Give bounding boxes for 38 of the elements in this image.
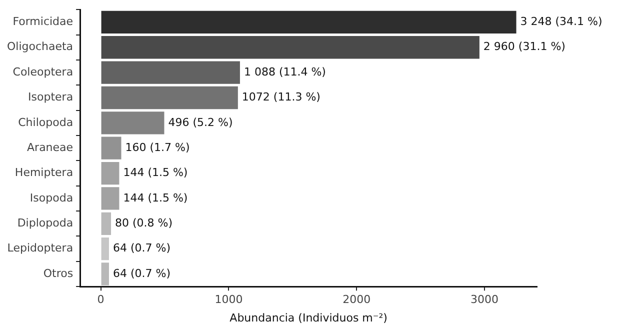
bar [101,212,112,235]
data-label: 3 248 (34.1 %) [520,15,602,28]
bar [101,36,480,59]
data-label: 80 (0.8 %) [115,216,173,230]
y-tick-label: Isoptera [28,90,74,104]
bar [101,136,122,160]
y-tick-label: Lepidoptera [7,242,74,255]
y-tick-label: Chilopoda [18,116,74,129]
x-axis-title: Abundancia (Individuos m⁻²) [230,311,388,324]
data-label: 1072 (11.3 %) [242,90,320,104]
x-tick-label: 3000 [470,293,499,306]
bar [101,10,516,34]
data-label: 64 (0.7 %) [112,242,171,255]
x-tick-label: 2000 [342,293,371,306]
data-label: 144 (1.5 %) [123,191,188,204]
data-label: 1 088 (11.4 %) [244,65,326,78]
bar [101,237,109,260]
bar [101,262,109,286]
bar [101,187,120,210]
y-tick-label: Isopoda [30,191,74,204]
bar [101,112,164,134]
data-label: 2 960 (31.1 %) [483,40,566,54]
data-label: 496 (5.2 %) [168,116,233,129]
y-tick-label: Formicidae [12,15,74,28]
y-tick-label: Araneae [27,140,74,154]
data-label: 144 (1.5 %) [123,166,188,180]
y-tick-label: Coleoptera [12,65,74,78]
y-tick-label: Diplopoda [17,216,74,230]
bar [101,86,238,110]
y-tick-label: Hemiptera [14,166,74,180]
y-tick-label: Oligochaeta [6,40,74,54]
x-tick-label: 0 [97,293,104,306]
y-tick-label: Otros [43,266,74,280]
bar [101,162,120,185]
data-label: 64 (0.7 %) [112,266,171,280]
x-tick-label: 1000 [214,293,243,306]
data-label: 160 (1.7 %) [125,140,190,154]
bar [101,61,240,84]
